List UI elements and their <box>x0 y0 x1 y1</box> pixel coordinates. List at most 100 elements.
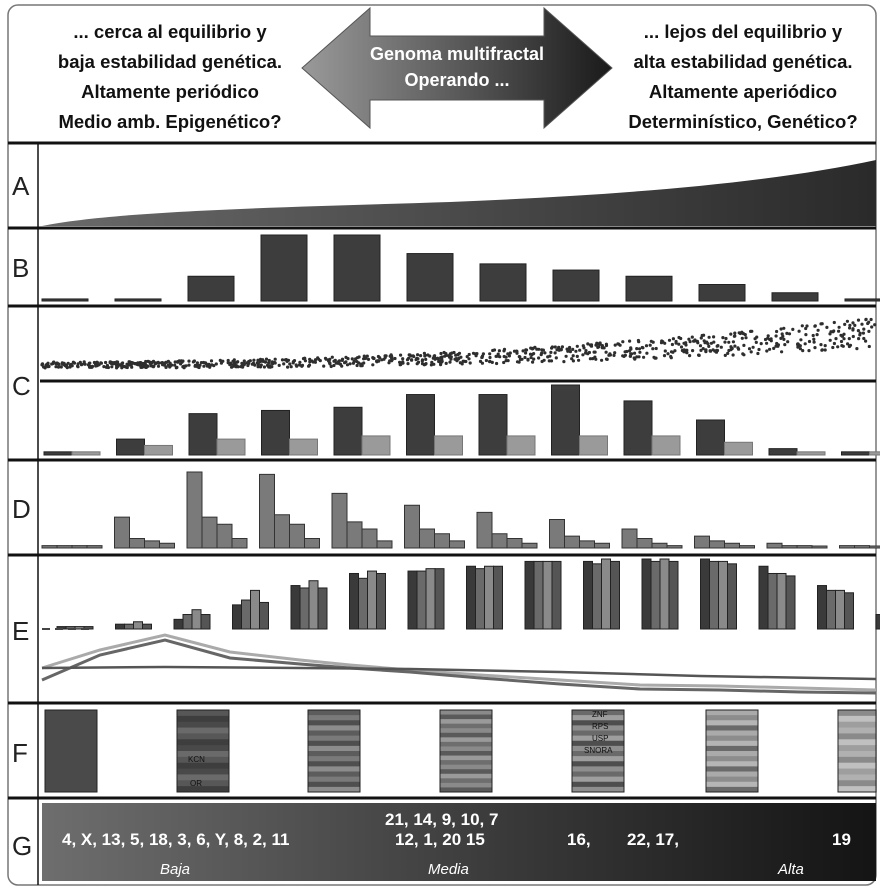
panel-c-scatter-point <box>218 358 222 362</box>
row-letter-f: F <box>12 738 28 768</box>
panel-c-scatter-point <box>371 363 375 367</box>
panel-c-scatter-point <box>723 353 727 357</box>
panel-c-scatter-point <box>173 360 177 364</box>
panel-f-stripe <box>177 780 229 787</box>
panel-d-bar <box>56 545 73 549</box>
panel-c-scatter-point <box>541 348 546 352</box>
panel-e-bar <box>524 560 535 630</box>
panel-e-bar <box>592 563 602 630</box>
panel-c-bar-dark <box>43 451 73 456</box>
panel-e-bar <box>475 568 485 630</box>
panel-d-bar <box>869 545 880 549</box>
panel-c-scatter-point <box>644 344 649 348</box>
panel-c-scatter-point <box>228 363 232 367</box>
panel-b-bar <box>844 298 880 302</box>
panel-c-scatter-point <box>195 361 199 365</box>
header-left-line-4: Medio amb. Epigenético? <box>58 111 281 132</box>
header: ... cerca al equilibrio y baja estabilid… <box>58 6 858 132</box>
panel-f-stripe <box>706 776 758 783</box>
double-arrow: Genoma multifractal Operando ... <box>301 6 613 130</box>
panel-c-scatter-point <box>539 353 543 357</box>
panel-c-scatter-point <box>414 358 418 362</box>
row-letter-b: B <box>12 253 29 283</box>
panel-d-bar <box>129 538 145 549</box>
panel-f-stripe <box>838 721 876 729</box>
panel-c-bar-dark <box>478 394 508 456</box>
panel-c-scatter-point <box>280 358 285 362</box>
panel-c-scatter-point <box>707 344 711 348</box>
panel-c-scatter-point <box>800 324 804 328</box>
panel-c-scatter-point <box>322 364 326 368</box>
panel-c-scatter-point <box>638 350 642 354</box>
panel-c-scatter-point <box>807 349 811 353</box>
panel-c-scatter-point <box>682 341 686 345</box>
panel-d-bar <box>201 516 218 549</box>
panel-c-scatter-point <box>313 358 318 362</box>
panel-c-scatter-point <box>68 363 73 367</box>
panel-c-scatter-point <box>596 342 600 346</box>
panel-c-scatter-point <box>708 349 712 353</box>
panel-c-scatter-point <box>847 337 851 341</box>
panel-c-scatter-point <box>766 336 770 340</box>
double-arrow-shape <box>301 6 613 130</box>
panel-c-scatter-point <box>531 360 535 364</box>
panel-c-scatter-point <box>846 342 850 346</box>
panel-e-bar <box>466 565 476 630</box>
panel-c-scatter-point <box>86 363 90 367</box>
panel-c-scatter-point <box>162 362 166 366</box>
panel-c-scatter-point <box>823 344 827 348</box>
panel-c-scatter-point <box>557 348 561 352</box>
panel-d-bar <box>666 545 683 549</box>
panel-c-scatter-point <box>42 365 46 369</box>
panel-c-scatter-point <box>230 365 234 369</box>
panel-c-scatter-point <box>798 347 803 351</box>
panel-f-stripe <box>308 720 360 726</box>
panel-f-stripe <box>440 787 492 793</box>
panel-c-scatter-point <box>753 337 757 341</box>
panel-c-scatter-point <box>517 360 521 364</box>
panel-f-stripe <box>838 780 876 787</box>
panel-c-scatter-point <box>820 322 824 326</box>
panel-c-scatter-point <box>679 345 684 349</box>
panel-c-scatter-point <box>212 364 216 368</box>
panel-c-scatter-point <box>864 339 868 343</box>
panel-c-scatter-point <box>497 349 501 353</box>
panel-c-scatter-point <box>848 326 852 330</box>
panel-e-bar <box>835 589 845 630</box>
panel-c-scatter-point <box>468 361 472 365</box>
panel-c-scatter-point <box>730 346 734 351</box>
panel-c-scatter-point <box>588 357 593 361</box>
panel-c-scatter-point <box>518 357 523 362</box>
panel-c-scatter-point <box>120 366 124 370</box>
panel-c-scatter-point <box>149 364 153 368</box>
panel-e-bar <box>484 565 494 630</box>
panel-c-scatter-point <box>488 355 492 360</box>
panel-c-scatter-point <box>354 357 358 361</box>
panel-f-stripe <box>440 760 492 766</box>
panel-c-scatter-point <box>602 346 606 350</box>
panel-c-scatter-point <box>530 347 535 351</box>
panel-c-scatter-point <box>811 333 815 338</box>
f-label-usp: USP <box>592 734 608 743</box>
panel-f-stripe <box>440 737 492 743</box>
panel-c-scatter-point <box>754 340 758 344</box>
panel-c-scatter-point <box>677 342 681 346</box>
panel-c-scatter-point <box>175 365 179 369</box>
panel-c-scatter-point <box>604 342 609 346</box>
panel-c-scatter-point <box>836 345 840 349</box>
panel-c-scatter-point <box>586 342 590 346</box>
panel-f-stripe <box>308 745 360 752</box>
panel-c-scatter-point <box>780 350 784 354</box>
panel-c-scatter-point <box>424 357 428 361</box>
panel-c-scatter-point <box>848 343 853 347</box>
panel-c-scatter-point <box>338 362 343 366</box>
panel-c-scatter-point <box>156 364 161 368</box>
panel-c-scatter-point <box>856 318 861 322</box>
panel-c-scatter-point <box>787 332 792 336</box>
panel-c-scatter-point <box>297 363 302 367</box>
panel-c-scatter-point <box>731 353 735 357</box>
panel-c-scatter-point <box>670 342 675 347</box>
panel-c-scatter-point <box>460 362 464 366</box>
panel-c-scatter-point <box>587 350 592 355</box>
panel-d-bar <box>449 540 465 549</box>
